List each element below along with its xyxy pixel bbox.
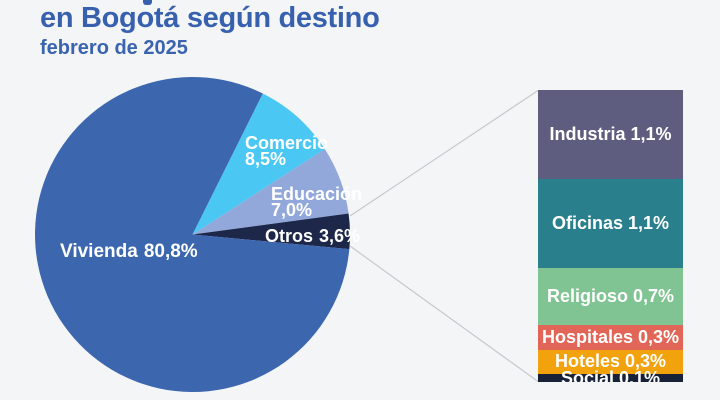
pie-label-educacion-value: 7,0% [271,200,313,220]
pie-label-otros: Otros 3,6% [265,226,361,246]
otros-detail-bar: Industria 1,1% Oficinas 1,1% Religioso 0,7… [538,90,683,382]
pie-label-vivienda: Vivienda 80,8% [60,241,198,262]
connector-line-bottom [349,245,539,382]
pie-label-educacion-name: Educación [271,184,363,204]
bar-segment-hospitales: Hospitales 0,3% [538,325,683,350]
bar-segment-label: Oficinas 1,1% [551,213,670,234]
page-subtitle: febrero de 2025 [40,37,188,59]
pie-slice-comercio [192,93,325,235]
bar-segment-label: Religioso 0,7% [546,286,675,307]
bar-segment-label: Industria 1,1% [549,124,672,145]
pie-label-comercio-value: 8,5% [245,149,287,169]
pie-label-comercio: Comercio 8,5% [245,133,329,169]
pie-slice-educacion [192,149,349,235]
bar-segment-industria: Industria 1,1% [538,90,683,180]
pie-label-vivienda-value: 80,8% [143,241,198,262]
bar-segment-oficinas: Oficinas 1,1% [538,179,683,269]
pie-slice-vivienda [35,77,350,392]
bar-segment-hoteles: Hoteles 0,3% [538,349,683,374]
pie-chart [35,77,350,392]
bar-segment-religioso: Religioso 0,7% [538,268,683,326]
pie-label-vivienda-name: Vivienda [60,241,138,262]
page-title: en Bogotá según destino [40,2,380,34]
clipped-title-line-fragment [143,0,152,5]
pie-label-comercio-name: Comercio [245,133,329,153]
bar-segment-social: Social 0,1% [538,369,683,382]
connector-line-top [349,90,539,217]
pie-slice-otros [192,213,350,250]
pie-label-otros-value: 3,6% [319,226,361,246]
bar-segment-label: Hospitales 0,3% [541,326,680,347]
bar-segment-label: Hoteles 0,3% [554,351,667,372]
pie-label-otros-name: Otros [265,226,314,246]
pie-label-educacion: Educación 7,0% [271,184,363,220]
